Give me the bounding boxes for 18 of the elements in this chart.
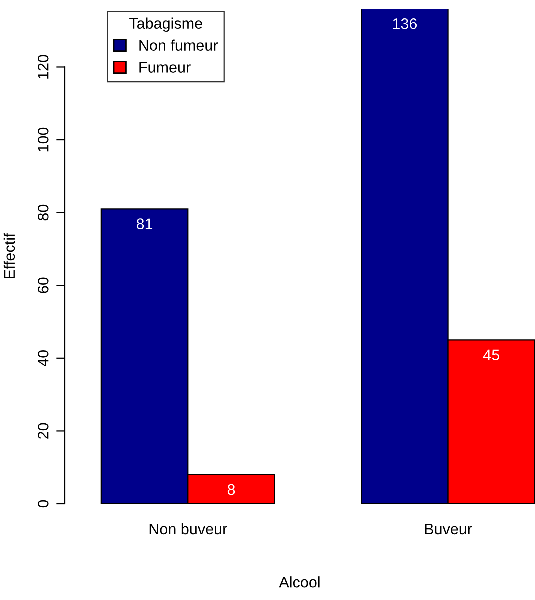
y-tick-label: 80 [38,204,49,221]
x-tick-label: Non buveur [150,523,228,535]
y-tick-label: 60 [38,278,49,294]
y-tick-label: 40 [38,350,49,367]
legend-label: Fumeur [140,62,191,73]
x-tick-label: Buveur [425,524,472,535]
legend-title: Tabagisme [130,18,202,32]
legend-label: Non fumeur [140,40,218,51]
x-axis-title: Alcool [279,576,320,588]
y-tick-label: 120 [38,55,49,79]
y-tick-label: 0 [38,500,49,508]
y-axis-title: Effectif [4,233,16,278]
y-tick-label: 20 [38,423,49,439]
data-label: 81 [136,218,153,230]
data-label: 8 [228,484,236,496]
data-label: 136 [393,18,417,30]
data-label: 45 [483,350,500,361]
y-tick-label: 100 [38,128,49,152]
